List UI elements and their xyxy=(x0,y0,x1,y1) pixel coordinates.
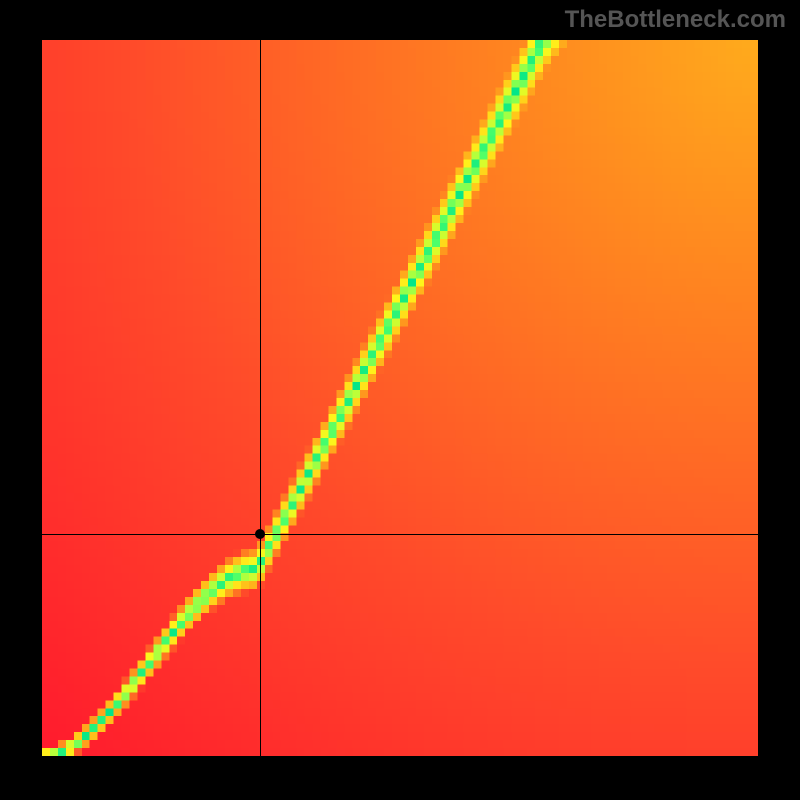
watermark-text: TheBottleneck.com xyxy=(565,6,786,34)
crosshair-horizontal-line xyxy=(42,534,758,535)
crosshair-vertical-line xyxy=(260,40,261,756)
bottleneck-heatmap-stage: TheBottleneck.com xyxy=(0,0,800,800)
heatmap-canvas xyxy=(42,40,758,756)
plot-area xyxy=(42,40,758,756)
